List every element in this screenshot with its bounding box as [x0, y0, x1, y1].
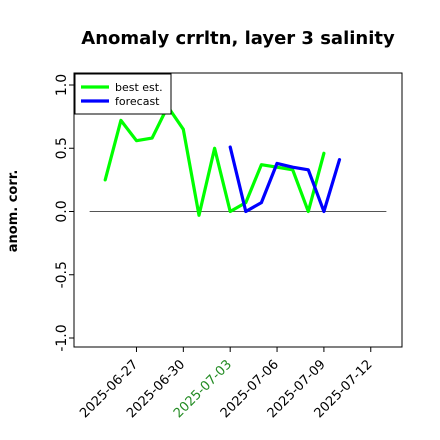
plot-frame	[73, 72, 403, 348]
y-tick-label: 1.0	[54, 74, 70, 96]
y-tick-label: -0.5	[54, 261, 70, 288]
legend-label: forecast	[115, 95, 160, 108]
y-tick-label: 0.0	[54, 200, 70, 222]
y-tick-label: -1.0	[54, 324, 70, 351]
legend: best est.forecast	[74, 73, 172, 115]
x-axis: 2025-06-272025-06-302025-07-032025-07-06…	[77, 347, 376, 421]
y-axis-label: anom. corr.	[6, 170, 21, 253]
legend-box	[74, 73, 172, 115]
chart-title: Anomaly crrltn, layer 3 salinity	[81, 28, 395, 49]
series-line-forecast	[228, 145, 342, 214]
series-line-best-est	[103, 104, 326, 217]
series-group	[103, 104, 342, 217]
legend-label: best est.	[115, 81, 163, 94]
y-tick-label: 0.5	[54, 137, 70, 159]
y-axis: -1.0 -0.5 0.0 0.5 1.0	[54, 74, 74, 352]
